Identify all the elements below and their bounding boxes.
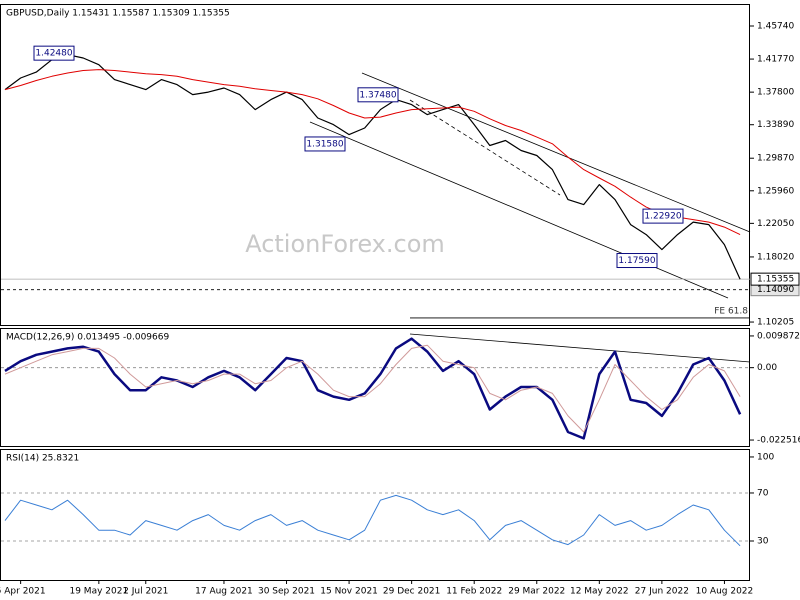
y-tick-label: 1.45740: [757, 21, 794, 31]
y-tick-label: 1.18020: [757, 252, 794, 262]
x-tick-label: 2 Jul 2021: [123, 587, 168, 597]
panel-title: RSI(14) 25.8321: [6, 454, 79, 464]
series-line: [4, 69, 741, 236]
annotation-box: [33, 45, 75, 61]
x-tick-label: 30 Sep 2021: [258, 587, 315, 597]
panel-title: MACD(12,26,9) 0.013495 -0.009669: [6, 333, 169, 343]
y-tick-label: 100: [757, 452, 774, 462]
annotation-label: 1.31580: [306, 139, 343, 149]
y-tick-label: 1.33890: [757, 120, 794, 130]
annotation-box: [357, 87, 399, 103]
series-line: [4, 344, 741, 433]
annotation-label: 1.22920: [644, 212, 681, 222]
channel-upper: [361, 72, 751, 233]
macd-trendline: [409, 333, 751, 363]
channel-lower: [309, 121, 729, 299]
y-tick-label: 1.25960: [757, 186, 794, 196]
series-line: [4, 494, 741, 547]
channel-mid: [409, 99, 561, 196]
annotation-box: [616, 253, 658, 269]
level-label: 1.14090: [757, 285, 794, 295]
x-tick-label: 29 Mar 2022: [508, 587, 565, 597]
x-tick-label: 12 May 2022: [570, 587, 629, 597]
series-line: [4, 54, 741, 280]
y-tick-label: 30: [757, 536, 769, 546]
x-tick-label: 29 Dec 2021: [383, 587, 441, 597]
y-tick-label: -0.022516: [757, 436, 800, 446]
x-tick-label: 5 Apr 2021: [0, 587, 46, 597]
x-tick-label: 17 Aug 2021: [195, 587, 253, 597]
watermark: ActionForex.com: [245, 230, 445, 258]
y-tick-label: 0.00: [757, 363, 777, 373]
x-tick-label: 15 Nov 2021: [320, 587, 378, 597]
annotation-box: [642, 208, 684, 224]
x-tick-label: 10 Aug 2022: [696, 587, 754, 597]
y-tick-label: 1.29870: [757, 154, 794, 164]
last-price-box: [750, 272, 800, 286]
y-tick-label: 1.37800: [757, 88, 794, 98]
x-tick-label: 27 Jun 2022: [635, 587, 689, 597]
y-tick-label: 1.41770: [757, 55, 794, 65]
y-tick-label: 1.10205: [757, 318, 794, 328]
last-price-label: 1.15355: [757, 275, 794, 285]
rsi-panel: [0, 449, 750, 581]
series-line: [4, 337, 742, 440]
annotation-label: 1.37480: [359, 90, 396, 100]
macd-panel: [0, 328, 750, 447]
panel-title: GBPUSD,Daily 1.15431 1.15587 1.15309 1.1…: [6, 9, 230, 19]
annotation-label: 1.17590: [618, 256, 655, 266]
y-tick-label: 0.009872: [757, 331, 800, 341]
x-tick-label: 19 May 2021: [69, 587, 128, 597]
annotation-box: [304, 136, 346, 152]
y-tick-label: 1.22050: [757, 219, 794, 229]
price-panel: [0, 4, 750, 326]
x-tick-label: 11 Feb 2022: [446, 587, 502, 597]
fe-label: FE 61.8: [714, 306, 748, 316]
y-tick-label: 70: [757, 488, 769, 498]
annotation-label: 1.42480: [35, 49, 72, 59]
